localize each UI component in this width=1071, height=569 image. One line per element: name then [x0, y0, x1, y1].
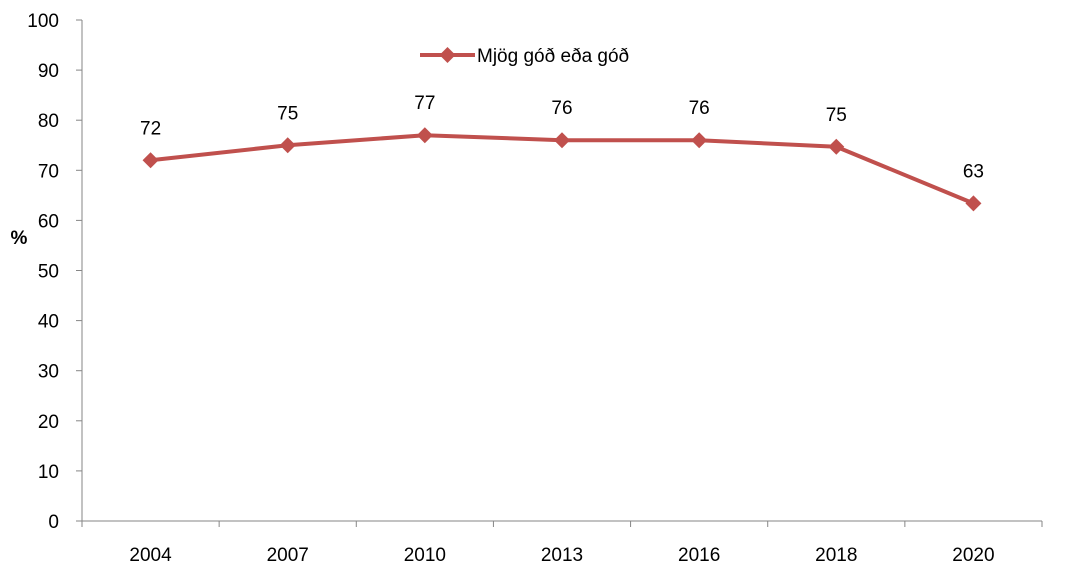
- y-tick-label: 10: [38, 462, 59, 483]
- y-tick-label: 100: [27, 11, 59, 32]
- y-ticks: 0 10 20 30 40 50 60 70 80 90 100: [27, 11, 82, 533]
- y-tick-label: 20: [38, 412, 59, 433]
- data-point: [554, 132, 570, 149]
- data-point: [828, 138, 845, 155]
- y-tick-label: 90: [38, 61, 59, 82]
- y-tick-label: 70: [38, 161, 59, 182]
- y-axis-label: %: [11, 228, 28, 249]
- x-axis: 2004 2007 2010 2013 2016 2018 2020: [81, 520, 1043, 566]
- data-label: 72: [140, 118, 161, 139]
- data-point: [965, 195, 982, 212]
- data-point: [416, 127, 433, 144]
- y-tick-label: 0: [48, 512, 59, 533]
- data-point: [691, 132, 708, 149]
- x-tick-label: 2004: [129, 545, 172, 566]
- data-label: 76: [551, 98, 572, 119]
- x-ticks: 2004 2007 2010 2013 2016 2018 2020: [81, 521, 1043, 566]
- x-tick-label: 2018: [815, 545, 857, 566]
- data-point: [279, 137, 296, 154]
- data-label: 76: [689, 98, 710, 119]
- x-tick-label: 2020: [952, 545, 994, 566]
- x-tick-label: 2010: [404, 545, 446, 566]
- x-tick-label: 2013: [541, 545, 583, 566]
- legend-marker: [439, 47, 456, 63]
- data-label: 75: [277, 103, 298, 124]
- plot-area: 72 75 77 76 76 75 63: [140, 93, 984, 212]
- data-label: 77: [414, 93, 435, 114]
- y-tick-label: 40: [38, 312, 59, 333]
- x-tick-label: 2016: [678, 545, 720, 566]
- y-tick-label: 30: [38, 362, 59, 383]
- x-tick-label: 2007: [267, 545, 309, 566]
- y-tick-label: 80: [38, 111, 59, 132]
- y-tick-label: 60: [38, 211, 59, 232]
- y-tick-label: 50: [38, 262, 59, 283]
- data-label: 75: [826, 105, 847, 126]
- data-label: 63: [963, 161, 984, 182]
- data-point: [142, 152, 159, 169]
- y-axis: 0 10 20 30 40 50 60 70 80 90 100 %: [11, 11, 83, 533]
- legend: Mjög góð eða góð: [420, 46, 629, 67]
- legend-label: Mjög góð eða góð: [477, 46, 629, 67]
